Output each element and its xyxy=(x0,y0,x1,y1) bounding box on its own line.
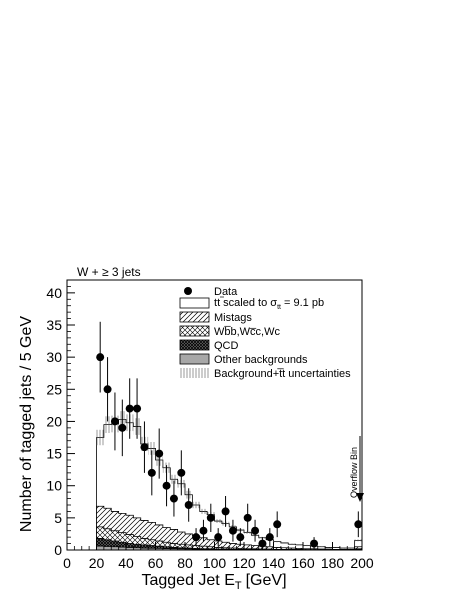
uncertainty-bin xyxy=(148,442,156,455)
x-axis-label-sub: T xyxy=(235,580,242,592)
data-point xyxy=(133,404,142,413)
legend-data-label: Data xyxy=(214,286,238,298)
data-point xyxy=(214,533,223,542)
uncertainty-bin xyxy=(96,429,104,446)
x-tick-label: 160 xyxy=(291,555,315,571)
y-tick-label: 10 xyxy=(46,478,62,494)
y-tick-label: 40 xyxy=(46,285,62,301)
y-axis-label: Number of tagged jets / 5 GeV xyxy=(18,316,35,532)
data-point xyxy=(169,494,178,503)
x-tick-label: 180 xyxy=(321,555,345,571)
legend-uncertainty-label: Background+t̅t uncertainties xyxy=(214,368,351,380)
legend-mistags-swatch xyxy=(179,311,210,323)
data-point xyxy=(206,513,215,522)
uncertainty-bin xyxy=(170,474,178,484)
x-tick-label: 20 xyxy=(89,555,105,571)
data-points xyxy=(96,321,363,550)
uncertainty-bin xyxy=(303,544,311,547)
uncertainty-bin xyxy=(214,519,222,523)
legend-ttbar-swatch xyxy=(179,297,210,309)
data-point xyxy=(103,385,112,394)
legend-wbb-swatch xyxy=(179,325,210,337)
x-tick-label: 60 xyxy=(148,555,164,571)
legend-other-swatch xyxy=(179,353,210,365)
legend-mistags-label: Mistags xyxy=(214,312,252,324)
y-tick-label: 5 xyxy=(54,510,62,526)
chart-title: W + ≥ 3 jets xyxy=(77,265,141,279)
uncertainty-bin xyxy=(339,547,348,549)
axes: 0 20 40 60 80 100 120 140 160 180 200 0 5 10 15 20 25 30 3… xyxy=(46,279,374,571)
uncertainty-bin xyxy=(347,547,355,549)
data-point xyxy=(162,481,171,490)
uncertainty-bin xyxy=(317,546,326,548)
overflow-bin-label: Overflow Bin xyxy=(349,447,359,498)
overflow-annotation: Overflow Bin xyxy=(349,436,364,502)
data-point xyxy=(110,417,119,426)
data-point xyxy=(199,526,208,535)
y-tick-label: 15 xyxy=(46,446,62,462)
data-point xyxy=(258,539,267,548)
histogram-hatched xyxy=(96,505,363,551)
data-point xyxy=(265,533,274,542)
data-point xyxy=(354,520,363,529)
x-tick-label: 200 xyxy=(350,555,374,571)
data-point xyxy=(125,404,134,413)
data-point xyxy=(310,539,319,548)
uncertainty-bin xyxy=(332,547,340,548)
uncertainty-bin xyxy=(273,541,281,543)
data-point xyxy=(228,526,237,535)
data-point xyxy=(140,443,149,452)
data-point xyxy=(96,353,105,362)
y-tick-label: 20 xyxy=(46,413,62,429)
y-tick-label: 0 xyxy=(54,542,62,558)
x-tick-label: 40 xyxy=(118,555,134,571)
overflow-arrow-head xyxy=(356,493,364,502)
x-tick-label: 80 xyxy=(177,555,193,571)
data-point xyxy=(236,533,245,542)
legend-uncertainty-swatch xyxy=(180,368,209,378)
y-tick-label: 35 xyxy=(46,317,62,333)
uncertainty-bin xyxy=(295,544,303,546)
legend-qcd-swatch xyxy=(179,339,210,351)
x-tick-label: 0 xyxy=(63,555,71,571)
uncertainty-bin xyxy=(354,539,362,542)
uncertainty-bin xyxy=(325,547,333,548)
y-tick-label: 25 xyxy=(46,381,62,397)
legend-qcd-label: QCD xyxy=(214,340,239,352)
legend-wbb-label: Wb̅b,Wc̅c,Wc xyxy=(214,326,280,338)
legend-data-marker xyxy=(184,287,192,295)
y-tick-label: 30 xyxy=(46,349,62,365)
data-point xyxy=(147,468,156,477)
data-point xyxy=(192,533,201,542)
legend: Data tt scaled to σtt = 9.1 pb Mistags W… xyxy=(179,286,351,380)
uncertainty-bin xyxy=(199,508,208,514)
uncertainty-bin xyxy=(280,542,289,544)
data-point xyxy=(251,526,260,535)
data-point xyxy=(155,449,164,458)
x-tick-label: 140 xyxy=(262,555,286,571)
data-point xyxy=(118,423,127,432)
uncertainty-bin xyxy=(288,543,296,545)
x-tick-label: 100 xyxy=(203,555,227,571)
x-axis-label-main: Tagged Jet E xyxy=(141,572,234,589)
x-axis-label-unit: [GeV] xyxy=(246,572,287,589)
data-point xyxy=(221,507,230,516)
data-point xyxy=(243,513,252,522)
uncertainty-bin xyxy=(244,531,252,534)
legend-other-label: Other backgrounds xyxy=(214,354,308,366)
x-axis-label: Tagged Jet ET [GeV] xyxy=(141,572,286,592)
data-point xyxy=(177,468,186,477)
data-point xyxy=(184,501,193,509)
uncertainty-bin xyxy=(192,501,200,509)
uncertainty-bin xyxy=(103,416,112,433)
data-point xyxy=(273,520,282,529)
legend-ttbar-label: tt scaled to σtt = 9.1 pb xyxy=(214,297,324,311)
x-tick-label: 120 xyxy=(232,555,256,571)
